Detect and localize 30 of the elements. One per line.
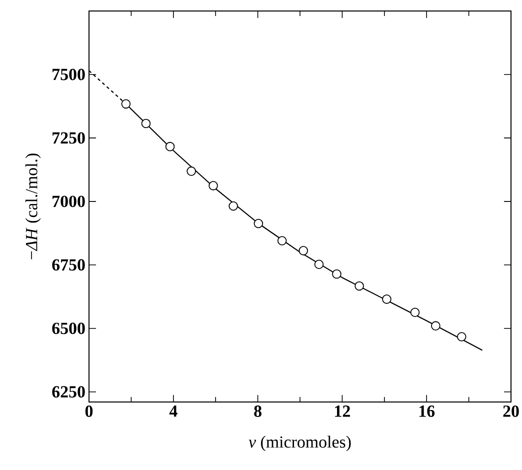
x-tick-label: 12 xyxy=(335,406,350,417)
x-tick-label: 8 xyxy=(254,406,262,417)
y-tick-label: 7250 xyxy=(52,132,85,144)
point xyxy=(121,99,131,109)
point xyxy=(382,294,392,304)
point xyxy=(208,181,218,190)
point xyxy=(431,321,440,330)
point xyxy=(228,201,238,211)
y-tick-label: 6500 xyxy=(52,322,85,334)
x-tick-label: 20 xyxy=(503,406,519,417)
point xyxy=(254,218,264,228)
x-axis-title: v (micromoles) xyxy=(248,436,351,452)
x-tick-label: 0 xyxy=(85,406,93,417)
y-tick-label: 7000 xyxy=(52,196,85,208)
y-tick-label: 7500 xyxy=(52,68,85,80)
point xyxy=(354,281,364,291)
x-tick-label: 16 xyxy=(419,406,435,417)
point xyxy=(186,166,196,176)
point xyxy=(456,332,466,342)
point xyxy=(332,269,342,279)
point xyxy=(277,236,287,246)
point xyxy=(141,118,151,128)
point xyxy=(298,246,308,256)
point xyxy=(314,260,324,270)
y-tick-label: 6750 xyxy=(52,259,85,271)
point xyxy=(410,308,420,318)
x-tick-label: 4 xyxy=(169,406,178,417)
y-axis-title: −ΔH (cal./mol.) xyxy=(25,154,41,260)
point xyxy=(165,142,175,152)
y-tick-label: 6250 xyxy=(52,386,85,398)
